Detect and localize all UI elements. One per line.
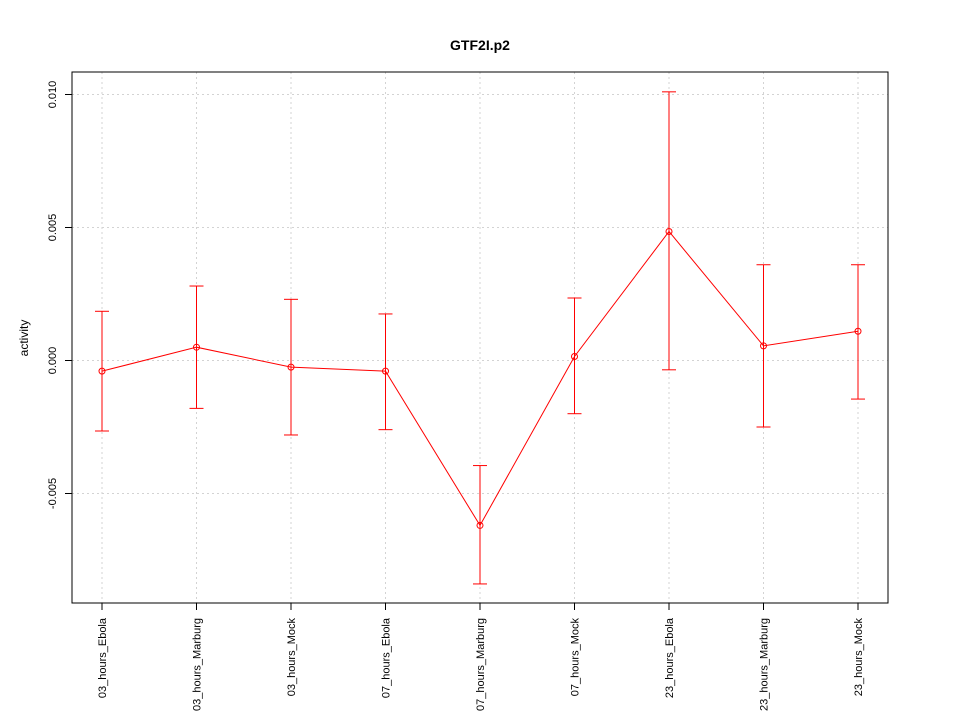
y-tick-label: 0.005 <box>47 214 59 242</box>
y-axis-label: activity <box>17 320 31 357</box>
data-point <box>571 353 578 361</box>
x-tick-label: 23_hours_Mock <box>853 618 865 697</box>
data-point <box>287 363 295 371</box>
x-tick-label: 07_hours_Mock <box>570 618 582 697</box>
x-tick-label: 23_hours_Ebola <box>664 617 676 698</box>
data-point <box>476 521 484 529</box>
x-tick-label: 03_hours_Ebola <box>97 617 109 698</box>
x-tick-label: 07_hours_Marburg <box>475 618 487 711</box>
x-axis: 03_hours_Ebola 03_hours_Marburg 03_hours_M… <box>97 603 865 711</box>
data-point <box>854 327 862 335</box>
y-tick-label: 0.000 <box>47 347 59 375</box>
x-tick-label: 07_hours_Ebola <box>381 617 393 698</box>
data-point <box>760 342 767 350</box>
x-tick-label: 03_hours_Marburg <box>192 618 204 711</box>
data-point <box>193 343 200 351</box>
y-tick-label: 0.010 <box>47 81 59 109</box>
data-point <box>98 367 106 375</box>
x-tick-label: 23_hours_Marburg <box>759 618 771 711</box>
y-tick-label: -0.005 <box>47 478 59 509</box>
y-axis: -0.005 0.000 0.005 0.010 <box>47 81 72 509</box>
data-point <box>665 227 673 235</box>
x-tick-label: 03_hours_Mock <box>286 618 298 697</box>
chart-title: GTF2I.p2 <box>450 37 510 53</box>
series-layer <box>95 91 865 585</box>
data-point <box>382 367 389 375</box>
